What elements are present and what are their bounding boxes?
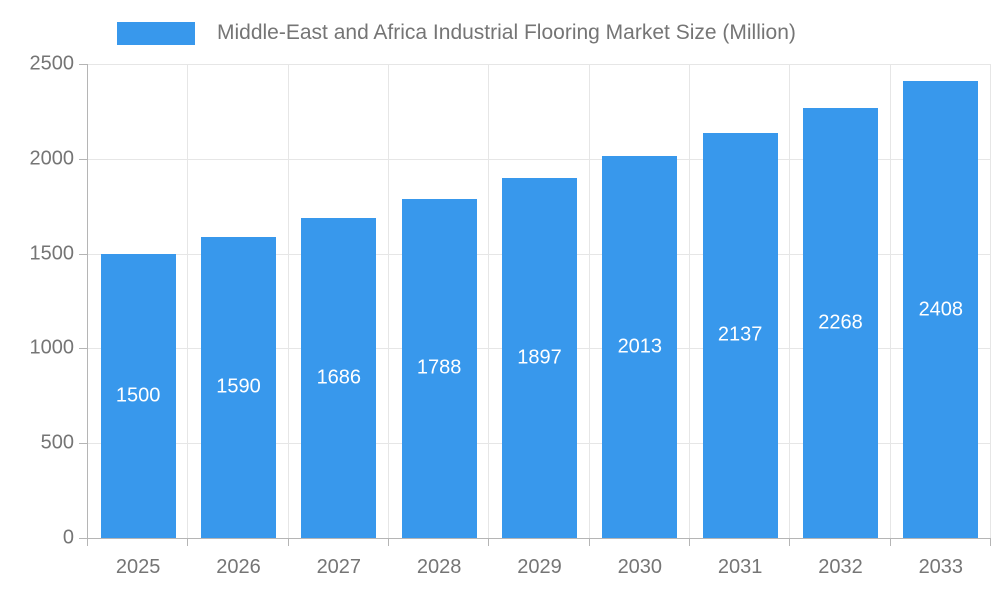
bar-2028[interactable] bbox=[401, 198, 477, 538]
x-axis-tick bbox=[588, 538, 590, 546]
x-axis-tick bbox=[187, 538, 189, 546]
x-axis-label: 2030 bbox=[617, 556, 663, 578]
x-gridline bbox=[990, 64, 991, 538]
x-axis-tick bbox=[789, 538, 791, 546]
x-axis-tick bbox=[87, 538, 88, 546]
bar-2031[interactable] bbox=[702, 132, 778, 538]
legend-item[interactable]: Middle-East and Africa Industrial Floori… bbox=[117, 21, 796, 45]
y-axis-label: 0 bbox=[62, 526, 74, 549]
x-gridline bbox=[588, 64, 590, 538]
bar-2026[interactable] bbox=[201, 236, 276, 538]
bar-2029[interactable] bbox=[502, 178, 577, 538]
bar-2025[interactable] bbox=[100, 253, 176, 538]
y-axis-tick bbox=[79, 64, 87, 65]
x-axis-label: 2025 bbox=[115, 556, 161, 578]
legend-label: Middle-East and Africa Industrial Floori… bbox=[217, 21, 796, 44]
y-axis-tick bbox=[79, 538, 87, 539]
y-axis-tick bbox=[79, 158, 87, 160]
x-gridline bbox=[388, 64, 389, 538]
bar-2027[interactable] bbox=[301, 218, 377, 538]
y-axis-label: 1500 bbox=[29, 242, 75, 265]
y-axis-tick bbox=[79, 348, 87, 350]
y-axis-label: 1000 bbox=[29, 336, 75, 359]
x-axis-tick bbox=[689, 538, 690, 546]
y-axis-label: 2000 bbox=[29, 147, 75, 170]
y-axis-label: 500 bbox=[40, 431, 74, 454]
x-axis-label: 2031 bbox=[717, 556, 763, 578]
bar-2032[interactable] bbox=[803, 107, 878, 538]
y-axis-label: 2500 bbox=[29, 52, 75, 75]
x-axis-tick bbox=[287, 538, 289, 546]
plot-area: 0 500 1000 1500 2000 2500 1500 2025 1590 2026 1686… bbox=[30, 53, 991, 578]
x-axis-tick bbox=[889, 538, 891, 546]
x-axis-tick bbox=[488, 538, 490, 546]
y-axis-tick bbox=[79, 443, 87, 445]
x-gridline bbox=[689, 64, 690, 538]
x-gridline bbox=[889, 64, 891, 538]
bar-2030[interactable] bbox=[602, 156, 678, 538]
x-axis-label: 2029 bbox=[517, 556, 562, 578]
x-gridline bbox=[187, 64, 189, 538]
x-gridline bbox=[488, 64, 490, 538]
bar-2033[interactable] bbox=[903, 81, 979, 538]
x-axis-tick bbox=[990, 538, 991, 546]
x-gridline bbox=[287, 64, 289, 538]
x-axis-label: 2026 bbox=[216, 556, 261, 578]
x-axis-label: 2033 bbox=[918, 556, 964, 578]
x-axis-label: 2032 bbox=[818, 556, 863, 578]
x-gridline bbox=[789, 64, 791, 538]
y-gridline bbox=[88, 64, 991, 65]
x-axis-label: 2028 bbox=[416, 556, 462, 578]
y-gridline bbox=[88, 158, 991, 160]
legend-swatch bbox=[117, 21, 195, 45]
x-axis-tick bbox=[388, 538, 389, 546]
y-axis-tick bbox=[79, 253, 87, 255]
x-axis-label: 2027 bbox=[316, 556, 362, 578]
